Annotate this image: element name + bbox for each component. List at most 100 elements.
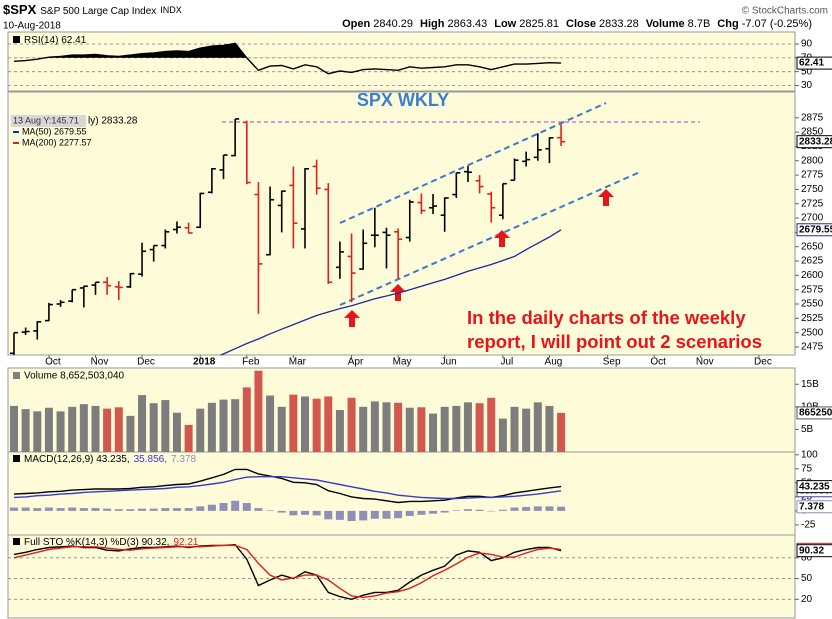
- volume-bar: [103, 408, 112, 452]
- histogram-bar: [56, 508, 65, 511]
- histogram-bar: [254, 508, 263, 511]
- y-tick-label: 2750: [801, 184, 824, 195]
- quote-label: Volume: [646, 18, 685, 30]
- histogram-bar: [405, 510, 414, 516]
- volume-bar: [405, 407, 414, 452]
- series-line: [219, 229, 562, 355]
- value-badge-label: 8652503040: [799, 408, 832, 419]
- y-tick-label: 75: [801, 463, 813, 474]
- histogram-bar: [44, 507, 53, 511]
- quote-value: -7.07 (-0.25%): [742, 18, 812, 30]
- histogram-bar: [475, 509, 484, 511]
- legend-entry: MA(200) 2277.57: [22, 137, 92, 147]
- volume-bar: [21, 409, 30, 452]
- legend-swatch: [13, 372, 20, 379]
- histogram-bar: [79, 508, 88, 511]
- volume-bar: [487, 397, 496, 452]
- legend: RSI(14) 62.41: [24, 35, 87, 46]
- value-badge: [796, 480, 832, 494]
- histogram-bar: [219, 503, 228, 511]
- value-badge: [796, 56, 832, 70]
- histogram-bar: [487, 510, 496, 512]
- volume-bar: [498, 418, 507, 452]
- volume-bar: [172, 412, 181, 452]
- x-tick-label: Jun: [441, 357, 457, 368]
- legend-entry: 35.856,: [134, 454, 167, 465]
- value-badge-label: 2679.55: [799, 224, 832, 235]
- legend: Volume 8,652,503,040: [24, 371, 125, 382]
- plot-area: [8, 42, 795, 86]
- x-tick-label: Apr: [348, 357, 364, 368]
- x-tick-label: 2018: [193, 357, 216, 368]
- histogram-bar: [33, 508, 42, 511]
- exchange: INDX: [160, 5, 182, 15]
- histogram-bar: [557, 506, 566, 511]
- value-badge: [796, 406, 832, 420]
- quote-label: Open: [342, 18, 370, 30]
- volume-bar: [126, 415, 135, 452]
- x-tick-label: Dec: [137, 357, 155, 368]
- histogram-bar: [440, 510, 449, 513]
- y-tick-label: 2475: [801, 342, 824, 353]
- histogram-bar: [10, 507, 18, 511]
- y-tick-label: 50: [801, 573, 813, 584]
- header-credit: © StockCharts.com: [742, 6, 828, 17]
- histogram-bar: [347, 510, 356, 521]
- histogram-bar: [452, 510, 461, 511]
- series-line: [13, 476, 562, 500]
- legend-entry: MACD(12,26,9) 43.235,: [24, 454, 130, 465]
- histogram-bar: [277, 510, 286, 513]
- volume-bar: [207, 402, 216, 452]
- x-tick-label: Nov: [696, 357, 714, 368]
- volume-bar: [79, 404, 88, 452]
- x-tick-label: Nov: [91, 357, 109, 368]
- arrow: [598, 189, 614, 206]
- volume-bar: [557, 412, 566, 452]
- quote-label: Chg: [717, 18, 738, 30]
- volume-bar: [68, 406, 77, 452]
- volume-bar: [289, 394, 298, 452]
- overbought-fill: [14, 43, 562, 58]
- volume-bar: [347, 397, 356, 452]
- quote-label: High: [420, 18, 445, 30]
- plot-area: [10, 118, 566, 355]
- histogram-bar: [417, 510, 426, 515]
- y-tick-label: 15B: [801, 379, 819, 390]
- legend-entry: 92.21: [173, 537, 198, 548]
- volume-bar: [463, 402, 472, 452]
- volume-bar: [161, 400, 170, 452]
- series-line: [13, 42, 562, 75]
- volume-bar: [335, 410, 344, 452]
- volume-bar: [452, 405, 461, 452]
- price-panel: [7, 91, 796, 356]
- legend-swatch: [13, 538, 20, 545]
- index-name: S&P 500 Large Cap Index: [40, 6, 156, 17]
- quote-label: Low: [494, 18, 516, 30]
- y-tick-label: 5B: [801, 424, 814, 435]
- x-tick-label: Feb: [242, 357, 260, 368]
- legend: Full STO %K(14,3) %D(3) 90.32, 92.21: [24, 537, 199, 548]
- y-tick-label: 2850: [801, 127, 824, 138]
- volume-bar: [10, 405, 18, 452]
- volume-bar: [44, 407, 53, 452]
- volume-bar: [33, 411, 42, 452]
- volume-bar: [429, 413, 438, 452]
- value-badge-label: 2833.28: [799, 136, 832, 147]
- series-line: [13, 468, 562, 504]
- header-quote: Open 2840.29 High 2863.43 Low 2825.81 Close 283…: [342, 18, 812, 30]
- legend: MACD(12,26,9) 43.235, 35.856, 7.378: [24, 454, 196, 465]
- histogram-bar: [172, 508, 181, 511]
- quote-value: 2840.29: [373, 18, 413, 30]
- y-tick-label: 2650: [801, 241, 824, 252]
- y-tick-label: 2700: [801, 213, 824, 224]
- y-tick-label: 50: [801, 66, 813, 77]
- histogram-bar: [510, 507, 519, 511]
- y-tick-label: 100: [801, 449, 818, 460]
- x-tick-label: Dec: [754, 357, 772, 368]
- volume-bar: [56, 411, 65, 452]
- legend-entry: MA(50) 2679.55: [22, 126, 87, 136]
- y-tick-label: 2725: [801, 198, 824, 209]
- y-tick-label: 2625: [801, 256, 824, 267]
- volume-bar: [312, 398, 321, 452]
